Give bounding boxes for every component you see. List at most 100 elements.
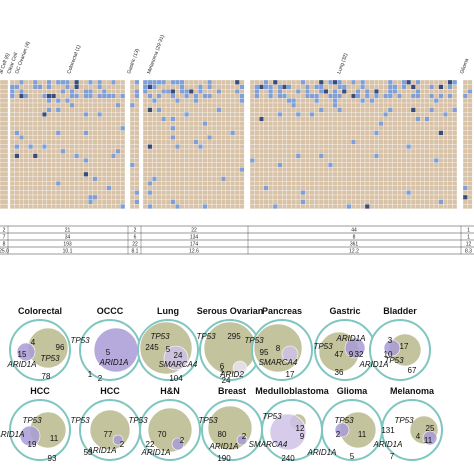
heatmap-cell xyxy=(364,107,370,113)
heatmap-cell xyxy=(387,171,393,177)
heatmap-cell xyxy=(383,139,389,145)
heatmap-cell xyxy=(97,121,103,127)
heatmap-cell xyxy=(415,125,421,131)
heatmap-cell xyxy=(69,84,75,90)
gene-label: SMARCA4 xyxy=(249,440,288,449)
heatmap-cell xyxy=(383,107,389,113)
heatmap-cell xyxy=(165,194,171,200)
heatmap-cell xyxy=(134,116,140,122)
heatmap-cell xyxy=(179,158,185,163)
heatmap-cell xyxy=(184,204,190,209)
heatmap-cell xyxy=(424,125,430,131)
heatmap-cell xyxy=(438,79,444,85)
heatmap-cell xyxy=(106,167,112,173)
heatmap-cell xyxy=(234,199,240,205)
heatmap-cell xyxy=(19,107,24,113)
heatmap-cell xyxy=(369,79,375,85)
heatmap-cell xyxy=(291,190,297,196)
heatmap-cell xyxy=(165,130,171,136)
heatmap-cell xyxy=(254,158,260,163)
heatmap-cell xyxy=(202,199,208,205)
heatmap-cell xyxy=(225,135,231,140)
heatmap-cell xyxy=(291,194,297,200)
heatmap-cell xyxy=(19,98,24,104)
heatmap-cell xyxy=(282,130,287,136)
heatmap-cell xyxy=(60,102,66,108)
heatmap-cell xyxy=(277,176,283,182)
heatmap-cell xyxy=(234,79,240,85)
heatmap-cell xyxy=(101,190,107,196)
heatmap-cell xyxy=(147,167,153,173)
heatmap-cell xyxy=(106,102,112,108)
heatmap-cell xyxy=(0,194,9,200)
heatmap-cell xyxy=(65,135,70,140)
heatmap-cell xyxy=(188,139,194,145)
heatmap-cell xyxy=(323,139,329,145)
heatmap-cell xyxy=(300,139,306,145)
heatmap-cell xyxy=(211,204,217,209)
heatmap-cell xyxy=(447,194,453,200)
heatmap-cell xyxy=(161,84,167,90)
heatmap-cell xyxy=(51,167,57,173)
heatmap-cell xyxy=(55,89,61,94)
heatmap-cell xyxy=(452,190,458,196)
heatmap-cell xyxy=(14,121,20,127)
heatmap-cell xyxy=(383,204,389,209)
heatmap-cell xyxy=(23,199,29,205)
heatmap-cell xyxy=(129,130,135,136)
heatmap-cell xyxy=(443,98,448,104)
heatmap-cell xyxy=(424,121,430,127)
gene-label: ARID1A xyxy=(336,334,366,343)
heatmap-cell xyxy=(42,125,47,131)
heatmap-cell xyxy=(14,185,20,191)
heatmap-cell xyxy=(134,194,140,200)
heatmap-cell xyxy=(309,89,315,94)
heatmap-cell xyxy=(101,116,107,122)
heatmap-cell xyxy=(341,176,347,182)
heatmap-cell xyxy=(272,185,278,191)
heatmap-cell xyxy=(55,190,61,196)
heatmap-cell xyxy=(51,98,57,104)
heatmap-cell xyxy=(69,185,75,191)
heatmap-cell xyxy=(346,84,352,90)
heatmap-cell xyxy=(397,158,402,163)
heatmap-cell xyxy=(92,176,98,182)
heatmap-cell xyxy=(263,89,269,94)
heatmap-cell xyxy=(318,125,324,131)
heatmap-cell xyxy=(249,135,255,140)
heatmap-cell xyxy=(51,144,57,150)
count-label: 10 xyxy=(384,350,393,359)
heatmap-cell xyxy=(268,176,274,182)
heatmap-cell xyxy=(221,130,226,136)
heatmap-cell xyxy=(328,79,333,85)
heatmap-cell xyxy=(462,199,468,205)
heatmap-cell xyxy=(106,148,112,154)
heatmap-cell xyxy=(234,116,240,122)
heatmap-cell xyxy=(221,167,226,173)
heatmap-cell xyxy=(424,116,430,122)
heatmap-cell xyxy=(32,84,38,90)
heatmap-cell xyxy=(9,148,15,154)
heatmap-cell xyxy=(74,144,80,150)
heatmap-cell xyxy=(447,171,453,177)
heatmap-cell xyxy=(295,148,301,154)
heatmap-cell xyxy=(452,167,458,173)
heatmap-cell xyxy=(221,194,226,200)
heatmap-cell xyxy=(346,153,352,159)
heatmap-cell xyxy=(188,176,194,182)
heatmap-cell xyxy=(295,121,301,127)
heatmap-cell xyxy=(207,84,213,90)
heatmap-cell xyxy=(97,89,103,94)
heatmap-cell xyxy=(170,102,176,108)
heatmap-cell xyxy=(406,204,412,209)
heatmap-cell xyxy=(202,194,208,200)
heatmap-cell xyxy=(147,176,153,182)
heatmap-cell xyxy=(9,116,15,122)
heatmap-cell xyxy=(438,84,444,90)
heatmap-cell xyxy=(120,84,126,90)
heatmap-cell xyxy=(286,116,292,122)
heatmap-cell xyxy=(83,79,89,85)
heatmap-cell xyxy=(51,102,57,108)
heatmap-cell xyxy=(88,176,93,182)
heatmap-cell xyxy=(420,116,425,122)
